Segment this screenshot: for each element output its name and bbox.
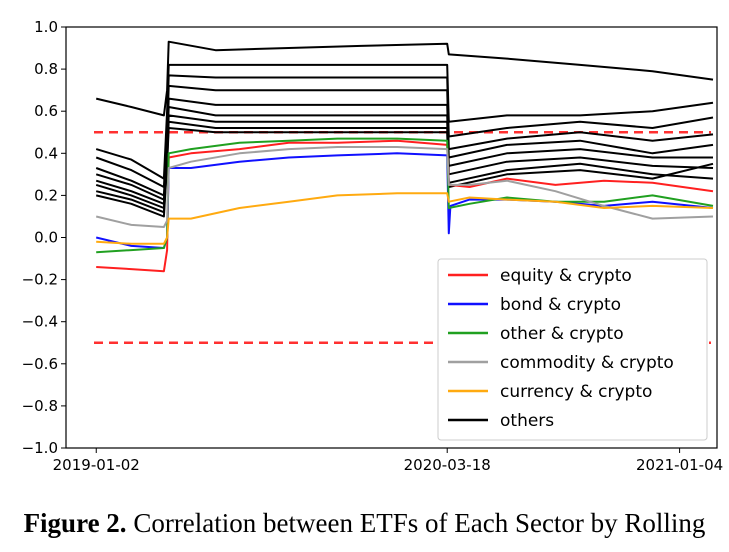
y-tick-label: −0.4 xyxy=(22,313,58,331)
series-line-1 xyxy=(95,152,714,249)
x-tick-label: 2020-03-18 xyxy=(404,456,491,474)
series-line-4 xyxy=(96,192,714,245)
figure-caption: Figure 2. Correlation between ETFs of Ea… xyxy=(0,508,729,539)
legend-label: bond & crypto xyxy=(500,295,621,315)
y-tick-label: 1.0 xyxy=(34,18,58,36)
series-line-13 xyxy=(95,127,714,218)
legend-label: other & crypto xyxy=(500,324,624,344)
line-chart: 1.0 0.8 0.6 0.4 0.2 0.0 −0.2 −0.4 −0.6 −0.8 −1.0 2… xyxy=(22,18,724,474)
series-line-2 xyxy=(96,137,714,254)
y-tick-label: 0.0 xyxy=(34,229,58,247)
y-tick-label: −1.0 xyxy=(22,439,58,457)
y-tick-label: 0.2 xyxy=(34,186,58,204)
figure-caption-text: Correlation between ETFs of Each Sector … xyxy=(133,508,706,538)
y-tick-label: −0.8 xyxy=(22,397,58,415)
series-line-5 xyxy=(95,40,714,117)
figure-caption-label: Figure 2. xyxy=(23,508,127,538)
x-tick-label: 2021-01-04 xyxy=(636,456,723,474)
y-axis: 1.0 0.8 0.6 0.4 0.2 0.0 −0.2 −0.4 −0.6 −0.8 −1.0 xyxy=(22,18,66,457)
series-lines xyxy=(95,40,714,273)
legend-label: others xyxy=(500,411,554,431)
series-line-0 xyxy=(96,139,714,273)
y-tick-label: −0.2 xyxy=(22,271,58,289)
y-tick-label: 0.8 xyxy=(34,60,58,78)
y-tick-label: 0.4 xyxy=(34,144,58,162)
series-line-3 xyxy=(95,146,714,228)
y-tick-label: 0.6 xyxy=(34,102,58,120)
x-tick-label: 2019-01-02 xyxy=(53,456,140,474)
legend-label: commodity & crypto xyxy=(500,353,674,373)
x-axis: 2019-01-02 2020-03-18 2021-01-04 xyxy=(53,448,723,474)
legend: equity & crypto bond & crypto other & cryp… xyxy=(437,258,708,441)
legend-box xyxy=(437,258,708,441)
legend-label: currency & crypto xyxy=(500,382,652,402)
y-tick-label: −0.6 xyxy=(22,355,58,373)
legend-label: equity & crypto xyxy=(500,266,632,286)
